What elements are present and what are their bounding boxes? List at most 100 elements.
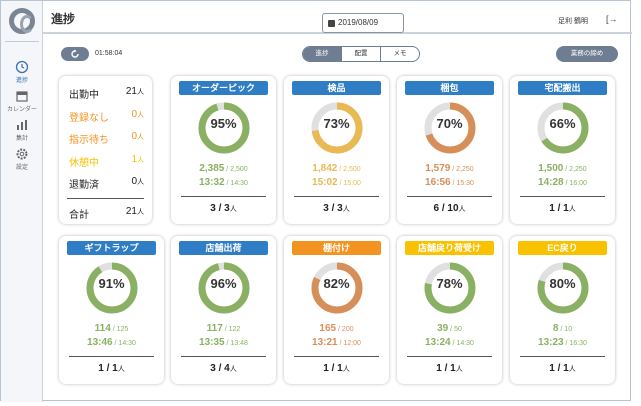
- staff-summary-card: 出勤中 21人 登録なし 0人 指示待ち 0人 休憩中 1人 退勤済 0人 合計 21人: [59, 76, 152, 224]
- summary-row-number: 0: [131, 131, 137, 142]
- done-qty: 39: [437, 323, 449, 334]
- staff-unit: 人: [568, 206, 576, 213]
- percent-number: 78: [436, 276, 451, 291]
- task-card[interactable]: 棚付け 82% 165 / 200 13:21 / 12:00 1 / 1人: [284, 236, 389, 384]
- date-picker[interactable]: 2019/08/09: [322, 13, 404, 33]
- summary-row-number: 21: [125, 86, 137, 97]
- clock-icon: [15, 60, 29, 74]
- divider: [69, 356, 154, 357]
- done-qty: 2,385: [199, 163, 225, 174]
- donut-progress-arc: [198, 262, 250, 314]
- staff-active: 1: [323, 363, 329, 374]
- summary-row-label: 休憩中: [69, 157, 99, 169]
- summary-total-label: 合計: [69, 210, 89, 221]
- staff-unit: 人: [342, 206, 350, 213]
- staff-total: 1: [563, 363, 569, 374]
- staff-total: 1: [112, 363, 118, 374]
- task-card[interactable]: ギフトラップ 91% 114 / 125 13:46 / 14:30 1 / 1人: [59, 236, 164, 384]
- target-qty: 125: [116, 326, 129, 333]
- sidebar-item-progress[interactable]: 進捗: [1, 60, 43, 84]
- staff-total: 1: [450, 363, 456, 374]
- staff-unit: 人: [342, 366, 350, 373]
- target-qty: 2,500: [343, 166, 361, 173]
- quantity-line: 117 / 122: [206, 323, 241, 334]
- sidebar-item-calendar[interactable]: カレンダー: [1, 89, 43, 113]
- time-line: 13:21 / 12:00: [312, 337, 361, 348]
- task-card[interactable]: オーダーピック 95% 2,385 / 2,500 13:32 / 14:30 3 / …: [171, 76, 276, 224]
- done-qty: 8: [552, 323, 559, 334]
- task-card[interactable]: 検品 73% 1,842 / 2,500 15:02 / 15:00 3 / 3人: [284, 76, 389, 224]
- summary-row-label: 登録なし: [69, 112, 109, 124]
- summary-row-unit: 人: [137, 89, 144, 96]
- time-line: 16:56 / 15:30: [425, 177, 474, 188]
- quantity-line: 165 / 200: [319, 323, 354, 334]
- page-title: 進捗: [51, 12, 76, 26]
- time-line: 14:28 / 16:00: [538, 177, 587, 188]
- progress-percent: 66%: [549, 116, 576, 131]
- task-card[interactable]: 梱包 70% 1,579 / 2,250 16:56 / 15:30 6 / 10人: [397, 76, 502, 224]
- staff-total: 10: [447, 203, 459, 214]
- summary-row-value: 0人: [131, 131, 144, 142]
- divider: [181, 196, 266, 197]
- refresh-button[interactable]: [61, 47, 89, 61]
- deadline-time: 14:30: [118, 340, 136, 347]
- divider: [407, 356, 492, 357]
- staff-count: 1 / 1人: [549, 203, 576, 214]
- eta-time: 16:56: [425, 177, 451, 188]
- donut-progress-arc: [311, 102, 363, 154]
- divider: [181, 356, 266, 357]
- done-qty: 1,579: [425, 163, 451, 174]
- target-qty: 2,250: [569, 166, 587, 173]
- progress-donut: [424, 262, 476, 314]
- app-frame: 進捗 カレンダー 集計 設定 進捗 2019/08/09 足利 鶴明 [→: [0, 0, 632, 402]
- divider: [294, 356, 379, 357]
- task-card[interactable]: 宅配搬出 66% 1,500 / 2,250 14:28 / 16:00 1 / 1人: [510, 76, 615, 224]
- total-number: 21: [125, 206, 137, 217]
- quantity-line: 2,385 / 2,500: [199, 163, 248, 174]
- divider: [67, 198, 144, 199]
- divider: [520, 356, 605, 357]
- gear-icon: [16, 148, 28, 160]
- deadline-time: 15:00: [343, 180, 361, 187]
- eta-time: 15:02: [312, 177, 338, 188]
- progress-donut: [537, 102, 589, 154]
- app-logo: [9, 8, 35, 34]
- deadline-time: 12:00: [343, 340, 361, 347]
- progress-donut: [86, 262, 138, 314]
- deadline-time: 15:30: [456, 180, 474, 187]
- staff-count: 1 / 1人: [323, 363, 350, 374]
- sidebar-item-settings[interactable]: 設定: [1, 147, 43, 171]
- task-name-tag: 棚付け: [292, 241, 381, 255]
- summary-row-number: 0: [131, 108, 137, 120]
- close-business-button[interactable]: 業務の締め: [556, 46, 618, 62]
- calendar-icon: [328, 20, 335, 27]
- tab-progress[interactable]: 進捗: [303, 47, 341, 61]
- summary-row-number: 1: [131, 153, 137, 165]
- summary-total-row: 合計 21人: [69, 206, 144, 221]
- done-qty: 1,842: [312, 163, 338, 174]
- task-card[interactable]: EC戻り 80% 8 / 10 13:23 / 16:30 1 / 1人: [510, 236, 615, 384]
- sidebar-item-summary[interactable]: 集計: [1, 118, 43, 142]
- percent-number: 66: [549, 116, 564, 131]
- eta-time: 13:46: [87, 337, 113, 348]
- quantity-line: 1,500 / 2,250: [538, 163, 587, 174]
- progress-donut: [537, 262, 589, 314]
- task-card[interactable]: 店舗出荷 96% 117 / 122 13:35 / 13:48 3 / 4人: [171, 236, 276, 384]
- summary-row-value: 1人: [131, 154, 144, 165]
- quantity-line: 114 / 125: [94, 323, 129, 334]
- staff-count: 1 / 1人: [436, 363, 463, 374]
- target-qty: 200: [341, 326, 354, 333]
- user-name: 足利 鶴明: [558, 18, 588, 25]
- tab-placement[interactable]: 配置: [341, 47, 380, 61]
- task-name-tag: 梱包: [405, 81, 494, 95]
- target-qty: 10: [564, 326, 573, 333]
- donut-progress-arc: [424, 102, 476, 154]
- summary-row-number: 0: [131, 176, 137, 187]
- tab-memo[interactable]: メモ: [380, 47, 419, 61]
- staff-active: 3: [210, 203, 216, 214]
- task-card[interactable]: 店舗戻り荷受け 78% 39 / 50 13:24 / 14:30 1 / 1人: [397, 236, 502, 384]
- staff-count: 3 / 3人: [210, 203, 237, 214]
- view-switcher: 進捗 配置 メモ: [302, 46, 420, 62]
- sidebar-item-label: カレンダー: [6, 107, 37, 113]
- logout-icon[interactable]: [→: [606, 14, 618, 24]
